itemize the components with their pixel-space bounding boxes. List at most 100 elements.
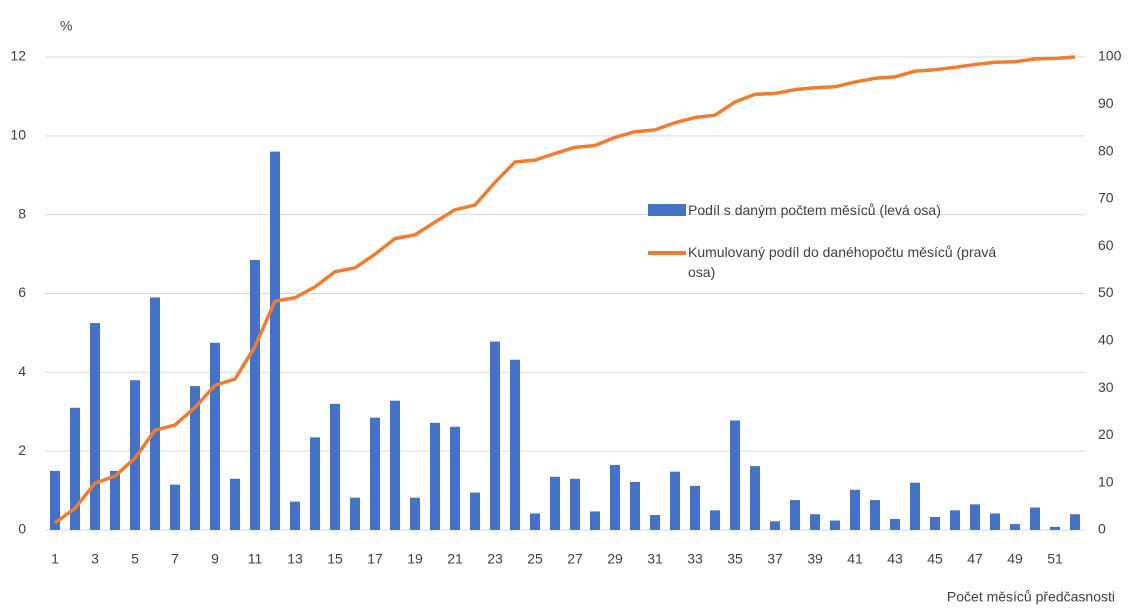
y-tick-label: 10: [10, 127, 26, 143]
x-tick-label: 29: [607, 551, 623, 567]
bar: [730, 420, 740, 530]
bar: [470, 492, 480, 530]
bar: [950, 510, 960, 530]
bar: [570, 478, 580, 530]
legend-swatch: [648, 251, 686, 255]
bar: [630, 481, 640, 530]
bar: [90, 323, 100, 530]
x-axis-title: Počet měsíců předčasnosti: [947, 589, 1115, 605]
bar: [150, 297, 160, 530]
x-tick-label: 33: [687, 551, 703, 567]
bar: [490, 341, 500, 530]
x-tick-label: 17: [367, 551, 383, 567]
bar: [550, 476, 560, 530]
x-tick-label: 25: [527, 551, 543, 567]
legend-label: Kumulovaný podíl do danéhopočtu měsíců (…: [688, 244, 997, 280]
y2-tick-label: 40: [1098, 332, 1114, 348]
bar: [590, 511, 600, 530]
bar: [190, 386, 200, 530]
bar: [430, 422, 440, 530]
y-axis-title: %: [60, 18, 72, 34]
bar: [870, 500, 880, 530]
y2-tick-label: 60: [1098, 237, 1114, 253]
x-tick-label: 15: [327, 551, 343, 567]
bar: [670, 471, 680, 530]
x-tick-label: 21: [447, 551, 463, 567]
bar: [450, 426, 460, 530]
x-tick-label: 47: [967, 551, 983, 567]
x-tick-label: 9: [211, 551, 219, 567]
bar: [790, 500, 800, 530]
bar: [750, 466, 760, 530]
legend: Podíl s daným počtem měsíců (levá osa) Ku…: [648, 200, 1008, 304]
bar: [930, 516, 940, 530]
x-tick-label: 31: [647, 551, 663, 567]
bar: [890, 518, 900, 530]
legend-swatch: [648, 204, 686, 216]
x-tick-label: 41: [847, 551, 863, 567]
x-tick-label: 37: [767, 551, 783, 567]
bar: [370, 417, 380, 530]
x-tick-label: 45: [927, 551, 943, 567]
bar: [1010, 524, 1020, 530]
x-tick-label: 11: [248, 551, 263, 567]
x-tick-label: 5: [131, 551, 139, 567]
bar: [1050, 526, 1060, 530]
y-tick-label: 2: [18, 442, 26, 458]
bar: [250, 259, 260, 530]
bar: [270, 151, 280, 530]
x-tick-label: 49: [1007, 551, 1023, 567]
bar: [770, 521, 780, 530]
bar: [390, 400, 400, 530]
x-tick-label: 39: [807, 551, 823, 567]
bar: [830, 520, 840, 530]
x-tick-label: 23: [487, 551, 503, 567]
bar: [1030, 507, 1040, 530]
bar: [1070, 514, 1080, 530]
y2-tick-label: 100: [1098, 48, 1122, 64]
bar: [310, 437, 320, 530]
bar: [610, 464, 620, 530]
bar: [990, 513, 1000, 530]
legend-label: Podíl s daným počtem měsíců (levá osa): [688, 202, 941, 218]
bar: [810, 514, 820, 530]
x-tick-label: 19: [407, 551, 423, 567]
y2-tick-label: 50: [1098, 284, 1114, 300]
x-tick-label: 1: [51, 551, 59, 567]
bar: [170, 484, 180, 530]
y2-tick-label: 0: [1098, 521, 1106, 537]
bar: [330, 403, 340, 530]
y-tick-label: 0: [18, 521, 26, 537]
bar: [290, 501, 300, 530]
x-tick-label: 27: [567, 551, 583, 567]
y2-tick-label: 20: [1098, 426, 1114, 442]
bar: [410, 497, 420, 530]
bar: [690, 485, 700, 530]
x-tick-label: 3: [91, 551, 99, 567]
x-tick-label: 7: [171, 551, 179, 567]
bar: [970, 504, 980, 530]
legend-item: Kumulovaný podíl do danéhopočtu měsíců (…: [648, 242, 1008, 282]
bar: [910, 482, 920, 530]
y2-tick-label: 90: [1098, 95, 1114, 111]
y-tick-label: 4: [18, 363, 26, 379]
bar: [210, 342, 220, 530]
legend-item: Podíl s daným počtem měsíců (levá osa): [648, 200, 1008, 220]
x-tick-label: 43: [887, 551, 903, 567]
line: [53, 55, 1076, 525]
y-tick-label: 6: [18, 284, 26, 300]
bar: [530, 513, 540, 530]
y2-tick-label: 70: [1098, 190, 1114, 206]
bar: [350, 497, 360, 530]
y-tick-label: 8: [18, 205, 26, 221]
bar: [850, 489, 860, 530]
bar: [510, 359, 520, 530]
y2-tick-label: 80: [1098, 142, 1114, 158]
bar: [650, 515, 660, 530]
bar: [230, 478, 240, 530]
y2-tick-label: 10: [1098, 473, 1114, 489]
x-tick-label: 51: [1047, 551, 1063, 567]
x-tick-label: 13: [287, 551, 303, 567]
